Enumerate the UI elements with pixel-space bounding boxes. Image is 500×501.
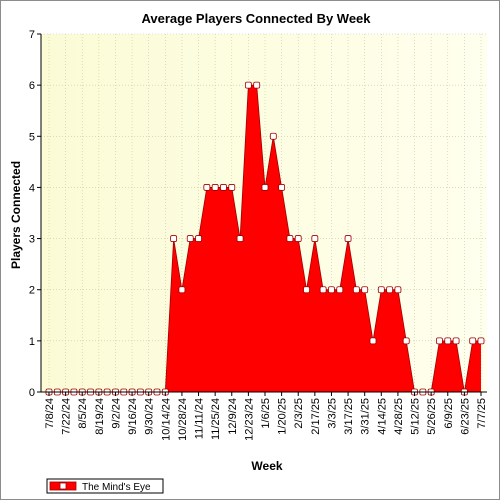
y-tick-label: 1 <box>29 336 35 348</box>
data-point-marker <box>294 235 302 242</box>
data-point-marker <box>286 235 294 242</box>
data-point-marker <box>369 337 377 345</box>
data-point-marker <box>469 337 477 345</box>
y-tick-label: 4 <box>29 182 35 194</box>
x-tick-label: 4/14/25 <box>376 398 388 435</box>
data-point-marker <box>195 235 202 242</box>
data-point-marker <box>328 286 335 294</box>
x-tick-label: 3/31/25 <box>360 398 372 435</box>
data-point-marker <box>319 286 327 294</box>
x-tick-label: 9/16/24 <box>127 398 139 435</box>
data-point-marker <box>170 235 178 242</box>
x-tick-label: 7/8/24 <box>44 398 56 429</box>
y-axis-title: Players Connected <box>9 161 23 269</box>
data-point-marker <box>228 184 236 191</box>
data-point-marker <box>244 81 252 89</box>
y-tick-label: 3 <box>29 234 35 246</box>
chart-title: Average Players Connected By Week <box>141 11 371 26</box>
data-point-marker <box>261 184 269 191</box>
x-tick-label: 1/6/25 <box>260 398 272 429</box>
data-point-marker <box>386 286 394 294</box>
x-tick-label: 12/23/24 <box>243 398 255 441</box>
x-tick-label: 6/9/25 <box>443 398 455 429</box>
legend-marker <box>59 482 67 490</box>
data-point-marker <box>394 286 402 294</box>
data-point-marker <box>452 337 460 345</box>
x-tick-label: 8/19/24 <box>94 398 106 435</box>
data-point-marker <box>436 337 443 345</box>
y-tick-label: 2 <box>29 285 35 297</box>
data-point-marker <box>303 286 310 294</box>
x-tick-label: 3/3/25 <box>326 398 338 429</box>
x-tick-label: 11/11/24 <box>194 398 206 439</box>
data-point-marker <box>236 235 244 242</box>
x-tick-label: 9/2/24 <box>110 398 122 429</box>
x-tick-label: 7/7/25 <box>476 398 488 429</box>
legend: The Mind's Eye <box>46 478 164 494</box>
x-tick-label: 5/12/25 <box>410 398 422 435</box>
series-area <box>49 85 481 392</box>
data-point-marker <box>220 184 227 191</box>
x-tick-label: 4/28/25 <box>393 398 405 435</box>
x-tick-label: 9/30/24 <box>144 398 156 435</box>
x-tick-label: 3/17/25 <box>343 398 355 435</box>
data-point-marker <box>336 286 344 294</box>
data-point-marker <box>253 81 261 89</box>
data-point-marker <box>402 337 410 345</box>
y-tick-label: 5 <box>29 131 35 143</box>
x-tick-label: 11/25/24 <box>210 398 222 440</box>
data-point-marker <box>352 286 360 294</box>
x-tick-label: 10/14/24 <box>160 398 172 441</box>
x-tick-label: 10/28/24 <box>177 398 189 441</box>
y-tick-label: 6 <box>29 80 35 92</box>
x-tick-label: 8/5/24 <box>77 398 89 429</box>
y-axis-ticks: 0 1 2 3 4 5 6 7 <box>29 29 41 399</box>
x-tick-label: 6/23/25 <box>459 398 471 435</box>
data-point-marker <box>344 235 352 242</box>
x-tick-label: 7/22/24 <box>61 398 73 435</box>
series-markers <box>45 81 485 396</box>
data-point-marker <box>377 286 385 294</box>
x-axis-ticks: 7/8/24 7/22/24 8/5/24 8/19/24 9/2/24 9/16/24 9… <box>44 392 488 441</box>
x-tick-label: 1/20/25 <box>277 398 289 435</box>
y-tick-label: 0 <box>29 387 35 399</box>
data-point-marker <box>278 184 286 191</box>
legend-label: The Mind's Eye <box>82 482 151 493</box>
data-point-marker <box>269 132 277 140</box>
data-point-marker <box>477 337 485 345</box>
x-tick-label: 12/9/24 <box>227 398 239 435</box>
data-point-marker <box>186 235 194 242</box>
data-point-marker <box>203 184 211 191</box>
x-tick-label: 5/26/25 <box>426 398 438 435</box>
data-point-marker <box>444 337 452 345</box>
x-tick-label: 2/3/25 <box>293 398 305 429</box>
data-point-marker <box>211 184 219 191</box>
data-point-marker <box>311 235 319 242</box>
x-axis-title: Week <box>251 459 282 473</box>
y-tick-label: 7 <box>29 29 35 41</box>
data-point-marker <box>361 286 369 294</box>
data-point-marker <box>178 286 186 294</box>
x-tick-label: 2/17/25 <box>310 398 322 435</box>
